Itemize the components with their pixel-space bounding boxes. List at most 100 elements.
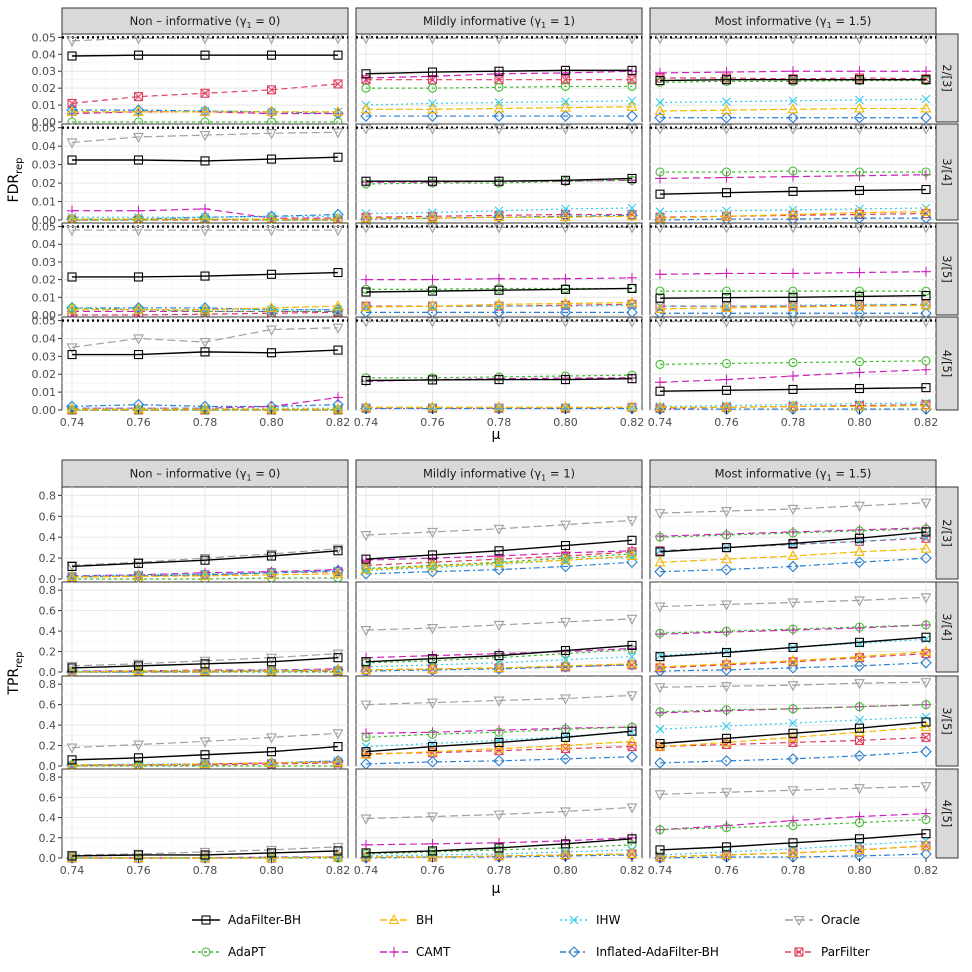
data-point	[920, 808, 931, 819]
data-point	[654, 111, 666, 124]
data-point	[66, 570, 78, 581]
data-point	[655, 652, 665, 662]
data-point	[332, 128, 344, 139]
data-point	[267, 107, 276, 117]
tpr-panel-r4-c1	[61, 768, 349, 864]
data-point	[921, 290, 931, 301]
fdr-panel-r1-c3	[649, 33, 937, 124]
data-point	[787, 34, 799, 45]
fdr-panel-r1-c1	[61, 33, 349, 127]
fdr-panel-r2-c3	[649, 123, 937, 226]
data-point	[921, 184, 931, 195]
data-point	[921, 632, 931, 642]
series-line	[71, 745, 339, 761]
data-point	[266, 549, 277, 561]
data-point	[921, 356, 931, 366]
legend-item-Inflated-AdaFilter-BH: Inflated-AdaFilter-BH	[560, 945, 719, 959]
fdr-row-label-1: 2/[3]	[940, 64, 954, 91]
series-line	[365, 726, 633, 738]
data-point	[626, 614, 638, 625]
series-BH	[654, 205, 932, 223]
data-point	[654, 104, 666, 116]
tpr-panel-r1-c2	[355, 486, 643, 580]
series-Oracle	[360, 614, 638, 637]
series-AdaFilter-BH	[655, 717, 931, 749]
data-point	[133, 558, 144, 568]
series-Inflated-AdaFilter-BH	[654, 745, 932, 769]
data-point	[788, 292, 798, 302]
data-point	[199, 737, 211, 748]
tpr-panel-r2-c1	[61, 581, 349, 678]
fdr-y-tick-label: 0.02	[32, 368, 57, 381]
fdr-x-tick-label: 0.76	[126, 416, 151, 429]
series-line	[72, 349, 339, 356]
data-point	[361, 83, 371, 93]
data-point	[493, 810, 505, 821]
data-point	[360, 317, 372, 328]
fdr-column-title-1: Non – informative (γ1 = 0)	[130, 14, 281, 30]
data-point	[332, 299, 344, 311]
series-line	[659, 531, 927, 553]
data-point	[133, 350, 144, 360]
data-point	[332, 226, 344, 237]
data-point	[787, 223, 799, 234]
data-point	[788, 704, 798, 714]
series-line	[659, 502, 927, 514]
data-point	[360, 663, 372, 675]
series-BH	[66, 105, 344, 116]
data-point	[360, 223, 372, 234]
series-line	[660, 294, 926, 299]
data-point	[921, 634, 931, 644]
data-point	[788, 538, 798, 549]
data-point	[787, 662, 799, 674]
data-point	[721, 600, 732, 611]
fdr-y-tick-label: 0.02	[32, 274, 57, 287]
data-point	[199, 656, 211, 667]
data-point	[560, 273, 571, 284]
data-point	[655, 547, 665, 557]
data-point	[721, 268, 732, 279]
data-point	[426, 110, 439, 122]
series-line	[366, 304, 632, 308]
data-point	[854, 299, 865, 311]
series-line	[660, 207, 926, 213]
data-point	[788, 186, 798, 196]
data-point	[920, 498, 932, 509]
series-BH	[66, 299, 344, 314]
series-line	[659, 751, 927, 764]
data-point	[266, 34, 277, 45]
series-line	[659, 833, 927, 851]
series-line	[659, 557, 927, 573]
data-point	[200, 271, 210, 281]
data-point	[854, 317, 865, 328]
data-point	[627, 640, 637, 650]
data-point	[333, 742, 343, 752]
tpr-ylabel-sub: rep	[14, 651, 25, 667]
data-point	[920, 299, 932, 310]
data-point	[788, 838, 798, 848]
data-point	[921, 299, 931, 309]
data-point	[626, 296, 638, 307]
data-point	[655, 98, 665, 107]
data-point	[721, 172, 732, 183]
tpr-y-tick-label: 0.0	[39, 760, 57, 773]
legend-item-AdaFilter-BH: AdaFilter-BH	[192, 913, 301, 927]
data-point	[133, 155, 144, 165]
data-point	[721, 301, 732, 312]
data-point	[721, 317, 732, 328]
data-point	[920, 205, 932, 216]
series-line	[72, 669, 338, 673]
tpr-x-tick-label: 0.74	[648, 864, 673, 877]
data-point	[493, 110, 505, 122]
fdr-y-tick-label: 0.02	[32, 177, 57, 190]
legend-key-marker	[794, 947, 804, 957]
data-point	[67, 51, 77, 61]
data-point	[655, 286, 665, 296]
data-point	[788, 96, 798, 106]
tpr-y-tick-label: 0.0	[39, 573, 57, 586]
data-point	[626, 549, 638, 561]
tpr-ylabel-main: TPR	[6, 668, 22, 696]
series-line	[660, 303, 926, 307]
data-point	[67, 571, 77, 581]
series-line	[365, 69, 632, 75]
